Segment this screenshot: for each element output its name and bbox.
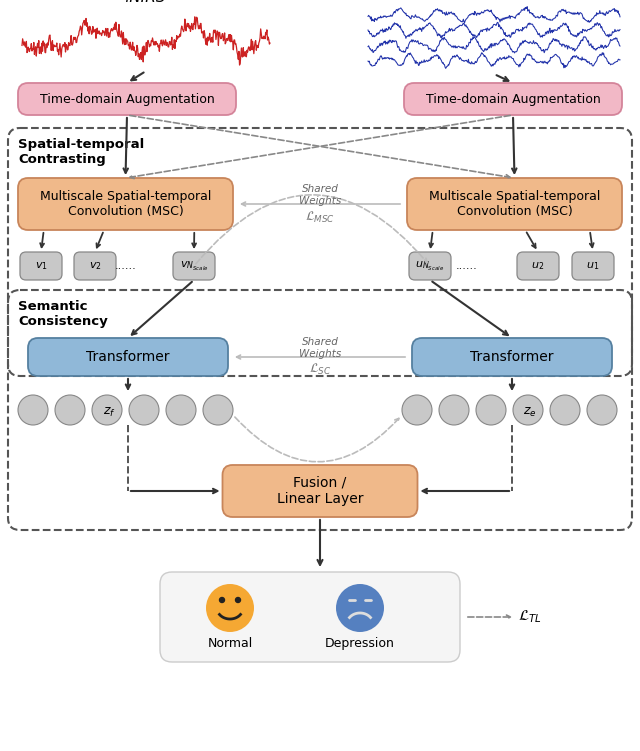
Text: Normal: Normal <box>207 637 253 650</box>
Circle shape <box>206 584 254 632</box>
Text: Spatial-temporal
Contrasting: Spatial-temporal Contrasting <box>18 138 144 166</box>
Text: $z_f$: $z_f$ <box>102 406 115 418</box>
Text: fNIRS: fNIRS <box>125 0 167 5</box>
Text: Multiscale Spatial-temporal
Convolution (MSC): Multiscale Spatial-temporal Convolution … <box>429 190 600 218</box>
Text: Fusion /
Linear Layer: Fusion / Linear Layer <box>276 476 364 506</box>
Circle shape <box>92 395 122 425</box>
FancyBboxPatch shape <box>18 83 236 115</box>
Text: Transformer: Transformer <box>86 350 170 364</box>
Text: Semantic
Consistency: Semantic Consistency <box>18 300 108 328</box>
Text: $\mathcal{L}_{MSC}$: $\mathcal{L}_{MSC}$ <box>305 210 335 225</box>
Text: Multiscale Spatial-temporal
Convolution (MSC): Multiscale Spatial-temporal Convolution … <box>40 190 211 218</box>
Text: $\mathcal{L}_{SC}$: $\mathcal{L}_{SC}$ <box>308 361 332 376</box>
FancyBboxPatch shape <box>20 252 62 280</box>
Text: $v_1$: $v_1$ <box>35 260 47 272</box>
FancyBboxPatch shape <box>18 178 233 230</box>
Text: $u_1$: $u_1$ <box>586 260 600 272</box>
FancyBboxPatch shape <box>160 572 460 662</box>
Text: Depression: Depression <box>325 637 395 650</box>
Text: ......: ...... <box>115 261 137 271</box>
FancyBboxPatch shape <box>412 338 612 376</box>
Text: EEG: EEG <box>479 0 509 3</box>
FancyBboxPatch shape <box>173 252 215 280</box>
Text: $u_{N_{Scale}}$: $u_{N_{Scale}}$ <box>415 259 445 273</box>
Text: ......: ...... <box>456 261 478 271</box>
Circle shape <box>336 584 384 632</box>
Text: $z_e$: $z_e$ <box>524 406 537 418</box>
FancyBboxPatch shape <box>74 252 116 280</box>
Circle shape <box>18 395 48 425</box>
FancyBboxPatch shape <box>28 338 228 376</box>
Circle shape <box>550 395 580 425</box>
FancyBboxPatch shape <box>517 252 559 280</box>
Text: $\mathcal{L}_{TL}$: $\mathcal{L}_{TL}$ <box>518 608 541 626</box>
Circle shape <box>476 395 506 425</box>
Text: Shared
Weights: Shared Weights <box>299 184 341 206</box>
Text: Time-domain Augmentation: Time-domain Augmentation <box>40 92 214 105</box>
FancyBboxPatch shape <box>409 252 451 280</box>
Circle shape <box>236 598 241 602</box>
Circle shape <box>129 395 159 425</box>
Text: $v_{N_{Scale}}$: $v_{N_{Scale}}$ <box>180 259 209 273</box>
FancyBboxPatch shape <box>407 178 622 230</box>
FancyBboxPatch shape <box>223 465 417 517</box>
Circle shape <box>166 395 196 425</box>
Circle shape <box>402 395 432 425</box>
Circle shape <box>55 395 85 425</box>
FancyBboxPatch shape <box>572 252 614 280</box>
Text: Shared
Weights: Shared Weights <box>299 337 341 359</box>
FancyBboxPatch shape <box>404 83 622 115</box>
Text: Time-domain Augmentation: Time-domain Augmentation <box>426 92 600 105</box>
Text: $u_2$: $u_2$ <box>531 260 545 272</box>
Circle shape <box>439 395 469 425</box>
Circle shape <box>513 395 543 425</box>
Circle shape <box>203 395 233 425</box>
Circle shape <box>587 395 617 425</box>
Text: $v_2$: $v_2$ <box>88 260 101 272</box>
Text: Transformer: Transformer <box>470 350 554 364</box>
Circle shape <box>220 598 225 602</box>
